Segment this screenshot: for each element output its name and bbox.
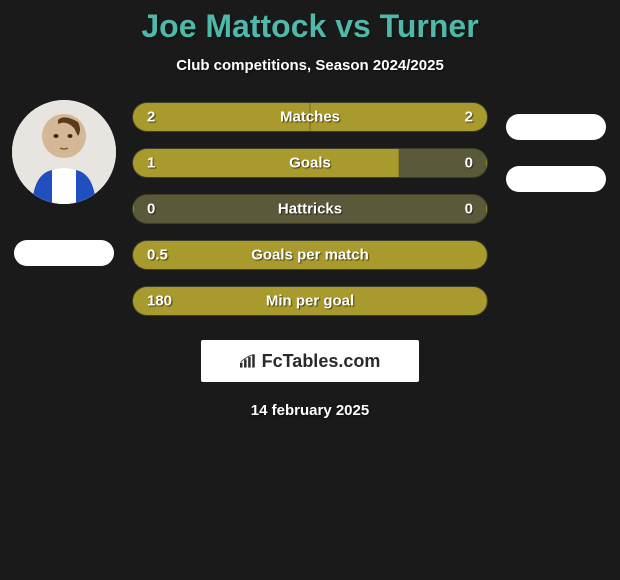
player-left-column (4, 98, 124, 266)
subtitle: Club competitions, Season 2024/2025 (0, 57, 620, 74)
stat-label: Min per goal (266, 293, 354, 310)
page-title: Joe Mattock vs Turner (0, 8, 620, 45)
stat-fill-right (486, 241, 487, 269)
avatar-left (12, 100, 116, 204)
player-right-column (496, 98, 616, 192)
stat-left-value: 180 (147, 293, 172, 310)
player-right-name-pill (506, 114, 606, 140)
stat-label: Hattricks (278, 201, 342, 218)
stat-left-value: 1 (147, 155, 155, 172)
comparison-body: 2 Matches 2 1 Goals 0 0 Hattricks 0 (0, 98, 620, 316)
comparison-card: Joe Mattock vs Turner Club competitions,… (0, 0, 620, 419)
avatar-placeholder-icon (12, 100, 116, 204)
stats-bars: 2 Matches 2 1 Goals 0 0 Hattricks 0 (132, 98, 488, 316)
player-left-name-pill (14, 240, 114, 266)
stat-row-min-per-goal: 180 Min per goal (132, 286, 488, 316)
stat-row-matches: 2 Matches 2 (132, 102, 488, 132)
stat-right-value: 0 (465, 201, 473, 218)
stat-label: Goals (289, 155, 331, 172)
stat-left-value: 2 (147, 109, 155, 126)
stat-fill-right (486, 287, 487, 315)
stat-label: Goals per match (251, 247, 369, 264)
chart-bars-icon (240, 354, 258, 368)
stat-fill-right (486, 149, 487, 177)
source-logo: FcTables.com (201, 340, 419, 382)
stat-left-value: 0.5 (147, 247, 168, 264)
stat-label: Matches (280, 109, 340, 126)
stat-left-value: 0 (147, 201, 155, 218)
stat-row-goals-per-match: 0.5 Goals per match (132, 240, 488, 270)
stat-right-value: 2 (465, 109, 473, 126)
player-right-secondary-pill (506, 166, 606, 192)
stat-row-hattricks: 0 Hattricks 0 (132, 194, 488, 224)
stat-right-value: 0 (465, 155, 473, 172)
stat-row-goals: 1 Goals 0 (132, 148, 488, 178)
stat-fill-left (133, 149, 399, 177)
stat-fill-right (486, 195, 487, 223)
stat-fill-left (133, 195, 134, 223)
date-label: 14 february 2025 (0, 402, 620, 419)
source-logo-text: FcTables.com (262, 351, 381, 372)
